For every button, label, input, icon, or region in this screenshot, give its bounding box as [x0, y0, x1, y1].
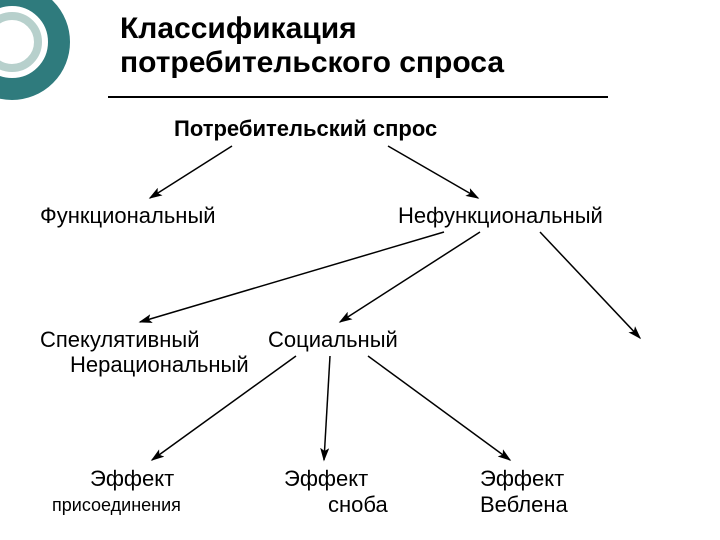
- edge-3: [340, 232, 480, 322]
- node-nonfunc: Нефункциональный: [398, 203, 603, 229]
- edge-7: [368, 356, 510, 460]
- slide-title: Классификация потребительского спроса: [120, 12, 680, 80]
- node-root: Потребительский спрос: [174, 116, 437, 142]
- edges-group: [140, 146, 640, 460]
- node-spec: Спекулятивный: [40, 327, 199, 353]
- node-eff3b: Веблена: [480, 492, 568, 518]
- edge-6: [324, 356, 330, 460]
- node-irrat: Нерациональный: [70, 352, 249, 378]
- edge-0: [150, 146, 232, 198]
- node-func: Функциональный: [40, 203, 216, 229]
- arrows-layer: [0, 0, 720, 540]
- title-line-2: потребительского спроса: [120, 46, 680, 80]
- node-social: Социальный: [268, 327, 398, 353]
- node-eff1b: присоединения: [52, 495, 181, 516]
- edge-1: [388, 146, 478, 198]
- node-eff2b: сноба: [328, 492, 388, 518]
- node-eff2a: Эффект: [284, 466, 368, 492]
- node-eff1a: Эффект: [90, 466, 174, 492]
- title-line-1: Классификация: [120, 12, 680, 46]
- edge-2: [140, 232, 444, 322]
- node-eff3a: Эффект: [480, 466, 564, 492]
- title-underline: [108, 96, 608, 98]
- edge-4: [540, 232, 640, 338]
